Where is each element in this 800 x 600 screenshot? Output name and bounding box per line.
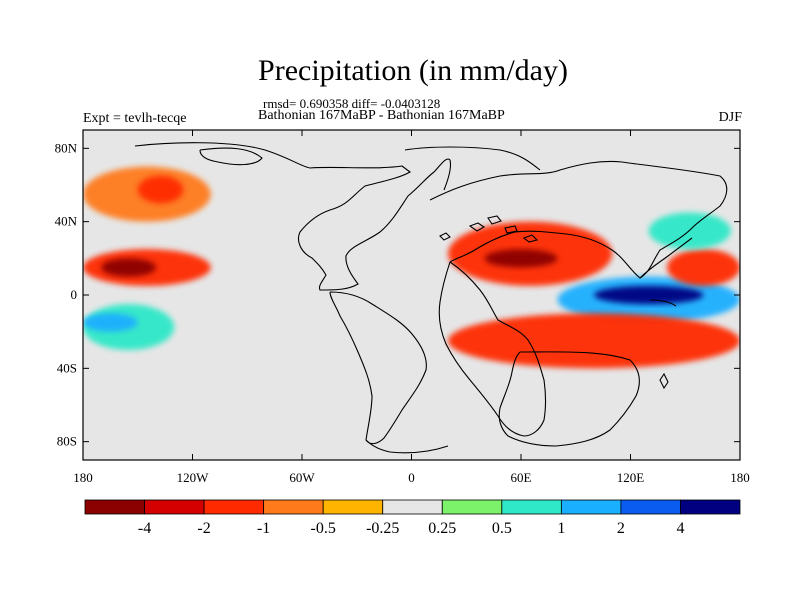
y-tick-label: 40N [55,214,78,229]
colorbar-swatch [144,499,205,515]
coastline-north-america [134,142,452,291]
colorbar-label: -2 [197,520,210,537]
coastline-south-america [329,291,427,445]
coastlines [134,142,728,454]
chart-title: Precipitation (in mm/day) [258,54,568,87]
colorbar-swatch [560,499,622,515]
precipitation-field [83,166,740,369]
coastline-east-asia [639,237,693,390]
coastline-eurasia [429,160,728,279]
x-tick-label: 60W [289,470,315,485]
season-label: DJF [718,110,742,125]
region-tethys-core [484,249,558,268]
colorbar-label: -0.25 [366,520,399,537]
colorbar-label: 2 [617,520,625,537]
x-tick-label: 180 [730,470,750,485]
y-tick-label: 0 [71,287,78,302]
colorbar-label: 4 [676,520,684,537]
region-eastern-tropical-dry [667,249,740,286]
colorbar-label: 0.5 [492,520,512,537]
region-southern-dry-band [448,313,740,369]
colorbar-label: -1 [257,520,270,537]
x-tick-label: 120E [617,470,645,485]
y-axis: 80N 40N 0 40S 80S [55,140,740,449]
coastline-tethys-islands [439,215,539,243]
colorbar-label: -0.5 [311,520,336,537]
x-tick-label: 60E [511,470,532,485]
coastline-antarctica-australia [498,351,640,447]
coastline-arctic [199,146,541,171]
region-north-pacific-core [137,175,184,204]
y-tick-label: 80N [55,140,78,155]
colorbar-swatch [620,499,681,515]
coastline-africa [438,261,547,437]
region-tropical-pacific-core [101,258,156,277]
x-tick-label: 180 [73,470,93,485]
y-tick-label: 80S [57,434,77,449]
colorbar-swatch [501,499,562,515]
subtitle: Bathonian 167MaBP - Bathonian 167MaBP [258,108,505,123]
colorbar-swatch [680,499,741,515]
colorbar-label: 0.25 [428,520,456,537]
region-equatorial-east-core [594,285,704,305]
colorbar-label: -4 [138,520,151,537]
colorbar: -4 -2 -1 -0.5 -0.25 0.25 0.5 1 2 4 [84,499,741,537]
region-northeast-wet-patch [648,212,731,250]
colorbar-swatch [322,499,384,515]
experiment-label: Expt = tevlh-tecqe [83,111,187,126]
colorbar-swatch [84,499,145,515]
x-tick-label: 0 [408,470,415,485]
region-south-pacific-core [83,313,138,332]
coastline-southern-cape [365,439,449,454]
colorbar-swatch [203,499,265,515]
colorbar-label: 1 [557,520,565,537]
x-tick-label: 120W [177,470,210,485]
y-tick-label: 40S [57,360,77,375]
x-axis: 180 120W 60W 0 60E 120E 180 [73,130,750,485]
colorbar-swatch [263,499,324,515]
stats-line: rmsd= 0.690358 diff= -0.0403128 [263,96,441,111]
colorbar-swatch [382,499,443,515]
colorbar-swatch [441,499,503,515]
